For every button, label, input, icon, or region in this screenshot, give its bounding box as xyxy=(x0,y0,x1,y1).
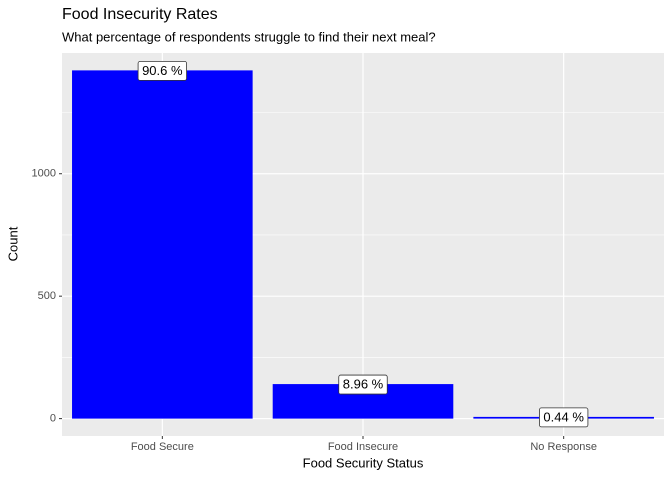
data-label-box xyxy=(539,407,589,428)
y-tick-label: 500 xyxy=(38,290,56,302)
y-tick-label: 1000 xyxy=(32,168,56,180)
chart-title: Food Insecurity Rates xyxy=(62,6,218,23)
x-tick-label: Food Insecure xyxy=(328,441,398,453)
x-axis-label: Food Security Status xyxy=(303,455,424,470)
y-tick-label: 0 xyxy=(50,413,56,425)
data-label: 0.44 % xyxy=(543,409,584,424)
bar xyxy=(72,70,253,419)
x-tick-label: No Response xyxy=(530,441,597,453)
data-label-box xyxy=(338,374,388,395)
y-axis-label: Count xyxy=(5,226,20,261)
data-label: 90.6 % xyxy=(142,63,183,78)
x-tick-label: Food Secure xyxy=(131,441,194,453)
data-label: 8.96 % xyxy=(343,377,384,392)
data-label-box xyxy=(137,60,187,81)
chart-subtitle: What percentage of respondents struggle … xyxy=(62,29,436,44)
